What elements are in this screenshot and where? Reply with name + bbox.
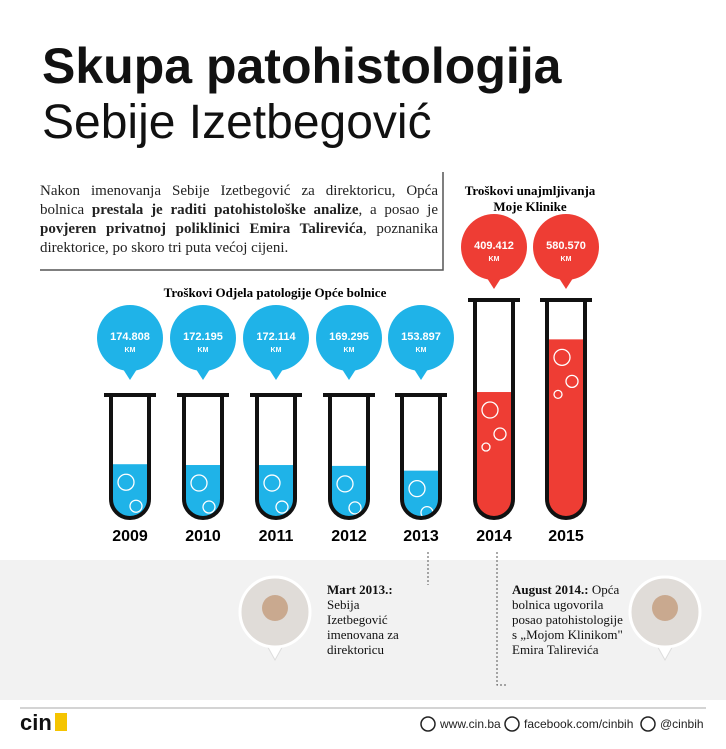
group-label-part: Moje Klinike: [493, 199, 567, 214]
year-label: 2013: [403, 528, 439, 545]
footer-link: @cinbih: [660, 717, 704, 731]
bubble: [190, 474, 208, 492]
value-label: 580.570: [546, 240, 586, 252]
tube-outline: [109, 395, 151, 520]
bubble: [275, 500, 289, 514]
group-label-part: Troškovi unajmljivanja: [465, 183, 596, 198]
value-label: 153.897: [401, 331, 441, 343]
annotation: August 2014.: Opća: [512, 582, 619, 597]
annotation-date: Mart 2013.:: [327, 582, 393, 597]
bubble: [202, 500, 216, 514]
value-badge: [170, 305, 236, 371]
map-background: [0, 560, 726, 700]
intro-text: , poznanika direktorice, po skoro tri pu…: [40, 221, 439, 256]
annotation-line: Opća: [589, 582, 620, 597]
subtitle: Sebije Izetbegović: [42, 96, 432, 149]
value-badge: [388, 305, 454, 371]
year-label: 2012: [331, 528, 367, 545]
annotation-line: imenovana za: [327, 627, 399, 642]
intro-text: povjeren privatnoj poliklinici Emira Tal…: [40, 221, 363, 237]
bubble: [408, 520, 418, 531]
annotation-line: Izetbegović: [327, 612, 388, 627]
bubble: [263, 474, 281, 492]
bubble: [481, 442, 491, 452]
tube-outline: [255, 395, 297, 520]
footer-icon: [640, 716, 656, 732]
year-label: 2015: [548, 528, 584, 545]
tube-fill: [547, 339, 585, 518]
footer-link: facebook.com/cinbih: [524, 717, 633, 731]
year-label: 2011: [259, 528, 294, 545]
annotation-line: posao patohistologije: [512, 612, 623, 627]
bubble: [348, 501, 362, 515]
value-badge: [316, 305, 382, 371]
footer-link: www.cin.ba: [439, 717, 501, 731]
value-badge: [533, 214, 599, 280]
tube-outline: [473, 300, 515, 520]
value-badge: [97, 305, 163, 371]
year-label: 2010: [185, 528, 221, 545]
year-label: 2014: [476, 528, 512, 545]
footer-icon: [504, 716, 520, 732]
annotation-line: Sebija: [327, 597, 360, 612]
value-label: 172.114: [256, 331, 296, 343]
bubble: [336, 475, 354, 493]
unit-label: KM: [344, 347, 355, 354]
bubble: [408, 479, 426, 498]
intro-text: , a posao je: [358, 202, 439, 218]
logo: cin: [20, 710, 52, 735]
bubble: [117, 473, 135, 491]
footer-icon: [420, 716, 436, 732]
unit-label: KM: [489, 256, 500, 263]
bubble: [565, 374, 579, 389]
photo-head: [652, 595, 678, 621]
intro-frame: [40, 172, 444, 271]
annotation-line: s „Mojom Klinikom": [512, 627, 623, 642]
group-label: Troškovi unajmljivanja Moje Klinike: [465, 183, 596, 214]
unit-label: KM: [125, 347, 136, 354]
tube-outline: [400, 395, 442, 520]
bubble: [553, 389, 563, 400]
intro-text: prestala je raditi patohistološke analiz…: [91, 202, 359, 218]
logo-mark: [55, 713, 67, 731]
annotation-date: August 2014.:: [512, 582, 589, 597]
intro-text: Nakon imenovanja Sebije Izetbegović za d…: [40, 183, 438, 218]
bubble: [481, 401, 499, 419]
unit-label: KM: [271, 347, 282, 354]
annotation-line: Emira Talirevića: [512, 642, 599, 657]
leader: [496, 552, 508, 686]
value-label: 169.295: [329, 331, 369, 343]
value-label: 174.808: [110, 331, 150, 343]
tube-fill: [475, 392, 513, 518]
group-label: Troškovi Odjela patologije Opće bolnice: [164, 285, 387, 300]
unit-label: KM: [561, 256, 572, 263]
title: Skupa patohistologija: [42, 38, 563, 94]
tube-outline: [545, 300, 587, 520]
annotation-line: direktoricu: [327, 642, 385, 657]
value-label: 409.412: [474, 240, 514, 252]
tube-outline: [328, 395, 370, 520]
value-label: 172.195: [183, 331, 223, 343]
annotation: Mart 2013.:: [327, 582, 393, 597]
bubble: [129, 499, 143, 513]
unit-label: KM: [198, 347, 209, 354]
unit-label: KM: [416, 347, 427, 354]
value-badge: [461, 214, 527, 280]
year-label: 2009: [112, 528, 148, 545]
bubble: [493, 427, 507, 441]
annotation-line: bolnica ugovorila: [512, 597, 604, 612]
photo-head: [262, 595, 288, 621]
tube-outline: [182, 395, 224, 520]
intro: Nakon imenovanja Sebije Izetbegović za d…: [40, 182, 438, 258]
bubble: [553, 348, 571, 367]
value-badge: [243, 305, 309, 371]
